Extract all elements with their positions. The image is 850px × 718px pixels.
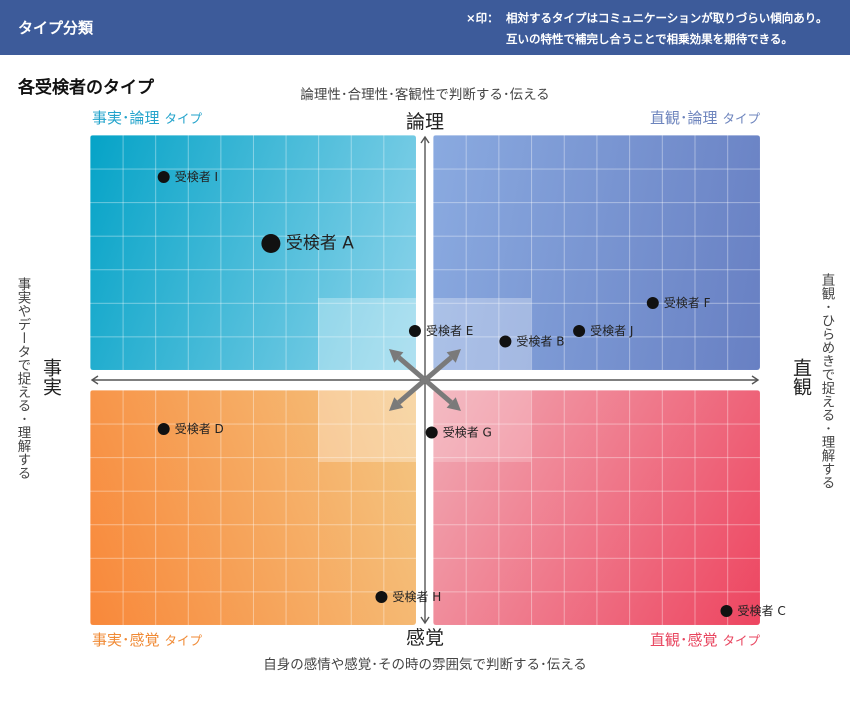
axis-label-top: 論理	[405, 111, 445, 133]
quadrant-label-fact-logic: 事実･論理 タイプ	[92, 108, 202, 129]
quadrant-intuition-sense	[433, 390, 760, 625]
x-axis-arrow-left	[90, 375, 99, 385]
quadrant-fact-logic	[90, 135, 416, 370]
quadrant-type-suffix: タイプ	[164, 633, 203, 648]
quadrant-type-suffix: タイプ	[722, 633, 760, 648]
axis-description-top: 論理性･合理性･客観性で判断する･伝える	[300, 87, 550, 103]
axis-description-left: 事実やデータで捉える･理解する	[14, 277, 31, 480]
axis-description-right: 直観･ひらめきで捉える･理解する	[818, 273, 835, 489]
axis-label-left: 事実	[40, 358, 62, 396]
quadrant-fact-sense	[90, 390, 416, 625]
quadrant-grid	[433, 135, 760, 370]
quadrant-label-intuition-logic: 直観･論理 タイプ	[650, 108, 760, 129]
quadrant-name: 事実･感覚	[92, 631, 160, 649]
quadrant-type-suffix: タイプ	[164, 111, 203, 126]
quadrant-name: 直観･感覚	[649, 631, 718, 649]
quadrant-label-intuition-sense: 直観･感覚 タイプ	[650, 630, 760, 651]
axis-label-right: 直観	[790, 358, 812, 396]
quadrant-intuition-logic	[433, 135, 760, 370]
note-mark: ×印：	[466, 11, 499, 25]
quadrant-type-suffix: タイプ	[722, 111, 760, 126]
quadrant-grid	[90, 135, 416, 370]
axis-label-bottom: 感覚	[405, 627, 445, 649]
x-axis-arrow-right	[751, 375, 760, 385]
axis-description-bottom: 自身の感情や感覚･その時の雰囲気で判断する･伝える	[263, 657, 587, 673]
y-axis-arrow-top	[420, 135, 430, 144]
quadrant-grid	[433, 390, 760, 625]
note-line: 互いの特性で補完し合うことで相乗効果を期待できる。	[506, 32, 793, 46]
chart-title: 各受検者のタイプ	[18, 78, 154, 98]
quadrant-name: 直観･論理	[649, 109, 718, 127]
quadrant-name: 事実･論理	[92, 109, 160, 127]
header-title: タイプ分類	[18, 19, 94, 37]
header-bar	[0, 0, 850, 55]
y-axis-arrow-bottom	[420, 616, 430, 625]
quadrant-grid	[90, 390, 416, 625]
quadrant-label-fact-sense: 事実･感覚 タイプ	[92, 630, 202, 651]
note-line: 相対するタイプはコミュニケーションが取りづらい傾向あり。	[506, 11, 828, 25]
